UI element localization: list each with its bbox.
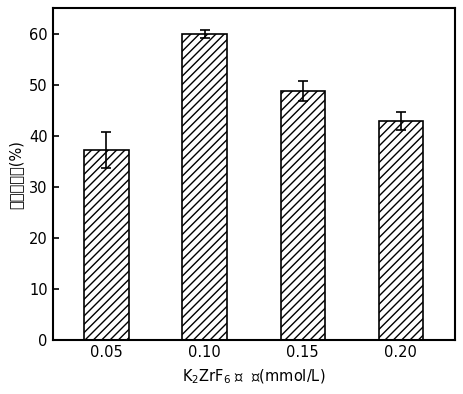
Bar — [84, 151, 129, 340]
Y-axis label: 酶活回收率(%): 酶活回收率(%) — [8, 140, 23, 209]
Bar — [182, 34, 226, 340]
Bar — [379, 121, 423, 340]
X-axis label: K$_2$ZrF$_6$ 浓  度(mmol/L): K$_2$ZrF$_6$ 浓 度(mmol/L) — [182, 367, 325, 386]
Bar — [281, 91, 325, 340]
